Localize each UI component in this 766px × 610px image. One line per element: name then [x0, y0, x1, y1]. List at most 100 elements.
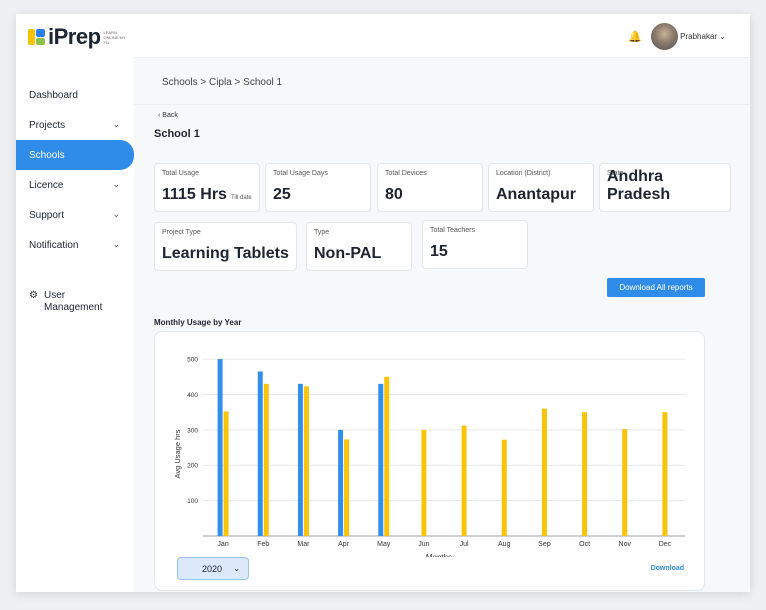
- y-tick-label: 300: [187, 427, 198, 434]
- bar-series-blue: [297, 383, 303, 536]
- breadcrumb[interactable]: Schools > Cipla > School 1: [162, 77, 283, 88]
- back-button[interactable]: ‹ Back: [158, 112, 178, 119]
- chevron-left-icon: ‹: [158, 112, 161, 119]
- stat-label: State: [607, 170, 624, 177]
- stat-label: Total Devices: [385, 170, 427, 177]
- bar-series-yellow: [501, 439, 507, 536]
- stat-value: 15: [430, 243, 448, 260]
- sidebar-nav: Dashboard Projects ⌄ Schools Licence ⌄ S…: [16, 80, 134, 260]
- sidebar-item-label: Dashboard: [29, 89, 78, 101]
- logo-text: iPrep: [48, 24, 101, 49]
- back-label: Back: [162, 112, 178, 119]
- x-axis-label: Months: [426, 553, 452, 557]
- stat-label: Total Teachers: [430, 227, 476, 234]
- year-value: 2020: [202, 564, 223, 574]
- chevron-down-icon: ⌄: [233, 564, 240, 573]
- x-tick-label: Jun: [418, 541, 429, 548]
- download-all-reports-button[interactable]: Download All reports: [607, 278, 705, 297]
- stat-label: Total Usage: [162, 170, 199, 177]
- stat-value: Andhra Pradesh: [607, 168, 671, 203]
- bar-series-yellow: [461, 425, 467, 536]
- stat-value: 1115 Hrs Till date: [162, 186, 252, 203]
- sidebar-item-schools[interactable]: Schools: [16, 140, 134, 170]
- x-tick-label: May: [377, 541, 391, 548]
- stat-value: 25: [273, 186, 291, 203]
- bar-series-blue: [338, 429, 344, 536]
- top-bar: 🔔 Prabhakar ⌄: [134, 14, 750, 58]
- stat-card-project-type: Project Type Learning Tablets: [154, 222, 297, 271]
- chart-card: 100 200 300 400 500 Jan Feb Mar Apr May Jun Jul Aug S…: [154, 331, 705, 591]
- y-tick-label: 200: [187, 463, 198, 470]
- bar-series-blue: [257, 371, 263, 536]
- y-tick-label: 100: [187, 498, 198, 505]
- x-tick-label: Oct: [579, 541, 590, 548]
- chevron-down-icon: ⌄: [112, 239, 120, 249]
- chevron-down-icon: ⌄: [719, 32, 726, 41]
- x-tick-label: Aug: [498, 541, 511, 548]
- sidebar-item-dashboard[interactable]: Dashboard: [16, 80, 134, 110]
- download-link[interactable]: Download: [650, 565, 684, 572]
- stat-card-location: Location (District) Anantapur: [488, 163, 594, 212]
- stat-card-type: Type Non-PAL: [306, 222, 412, 271]
- sidebar-item-user-management[interactable]: ⚙ User Management: [29, 290, 104, 314]
- app-window: iPrep LEARN ONLINE MY FD Dashboard Proje…: [16, 14, 750, 592]
- bar-series-blue: [217, 359, 223, 536]
- x-tick-label: Feb: [257, 541, 269, 548]
- x-tick-label: Sep: [538, 541, 551, 548]
- sidebar-item-label: Support: [29, 209, 65, 221]
- bar-series-yellow: [421, 429, 427, 536]
- sidebar-item-notification[interactable]: Notification ⌄: [16, 230, 134, 260]
- logo-mark-icon: [28, 27, 46, 47]
- bell-icon[interactable]: 🔔: [628, 31, 642, 43]
- sidebar-item-label: User Management: [44, 290, 103, 313]
- stat-card-usage-days: Total Usage Days 25: [265, 163, 371, 212]
- stat-card-teachers: Total Teachers 15: [422, 220, 528, 269]
- year-select[interactable]: 2020 ⌄: [177, 557, 249, 580]
- x-tick-label: Dec: [659, 541, 672, 548]
- y-axis-label: Avg Usage hrs: [173, 429, 182, 478]
- bar-series-yellow: [263, 383, 269, 536]
- stat-label: Total Usage Days: [273, 170, 328, 177]
- user-menu[interactable]: Prabhakar ⌄: [680, 32, 726, 41]
- sidebar-item-licence[interactable]: Licence ⌄: [16, 170, 134, 200]
- stat-value: Non-PAL: [314, 245, 382, 262]
- stat-value: Learning Tablets: [162, 245, 289, 262]
- chevron-down-icon: ⌄: [112, 209, 120, 219]
- logo-tagline: LEARN ONLINE MY FD: [103, 29, 126, 45]
- sidebar-item-projects[interactable]: Projects ⌄: [16, 110, 134, 140]
- stat-label: Project Type: [162, 229, 201, 236]
- page-title: School 1: [154, 128, 200, 140]
- bar-series-yellow: [303, 386, 309, 536]
- chevron-down-icon: ⌄: [112, 119, 120, 129]
- y-tick-label: 400: [187, 392, 198, 399]
- username: Prabhakar: [680, 32, 718, 41]
- sidebar: iPrep LEARN ONLINE MY FD Dashboard Proje…: [16, 14, 134, 592]
- usage-bar-chart: 100 200 300 400 500 Jan Feb Mar Apr May Jun Jul Aug S…: [173, 357, 685, 557]
- stat-card-total-usage: Total Usage 1115 Hrs Till date: [154, 163, 260, 212]
- bar-series-yellow: [622, 429, 628, 536]
- bar-series-yellow: [384, 376, 390, 536]
- bar-series-yellow: [344, 439, 350, 536]
- stat-value: Anantapur: [496, 186, 576, 203]
- stat-card-state: State Andhra Pradesh: [599, 163, 731, 212]
- chevron-down-icon: ⌄: [112, 179, 120, 189]
- x-tick-label: Jul: [460, 541, 469, 548]
- sidebar-item-support[interactable]: Support ⌄: [16, 200, 134, 230]
- stat-card-devices: Total Devices 80: [377, 163, 483, 212]
- stat-suffix: Till date: [230, 195, 252, 201]
- stat-value: 80: [385, 186, 403, 203]
- bar-series-yellow: [541, 408, 547, 536]
- logo[interactable]: iPrep LEARN ONLINE MY FD: [28, 24, 128, 50]
- chart-section-title: Monthly Usage by Year: [154, 318, 242, 327]
- y-tick-label: 500: [187, 357, 198, 364]
- bar-series-yellow: [662, 412, 668, 536]
- stat-label: Location (District): [496, 170, 551, 177]
- avatar[interactable]: [651, 23, 678, 50]
- gear-icon: ⚙: [29, 290, 38, 301]
- bar-series-yellow: [223, 411, 229, 536]
- stat-label: Type: [314, 229, 330, 236]
- main-content: ‹ Back School 1 Total Usage 1115 Hrs Till…: [134, 105, 750, 592]
- x-tick-label: Jan: [217, 541, 228, 548]
- x-tick-label: Mar: [297, 541, 310, 548]
- bar-series-yellow: [582, 412, 588, 536]
